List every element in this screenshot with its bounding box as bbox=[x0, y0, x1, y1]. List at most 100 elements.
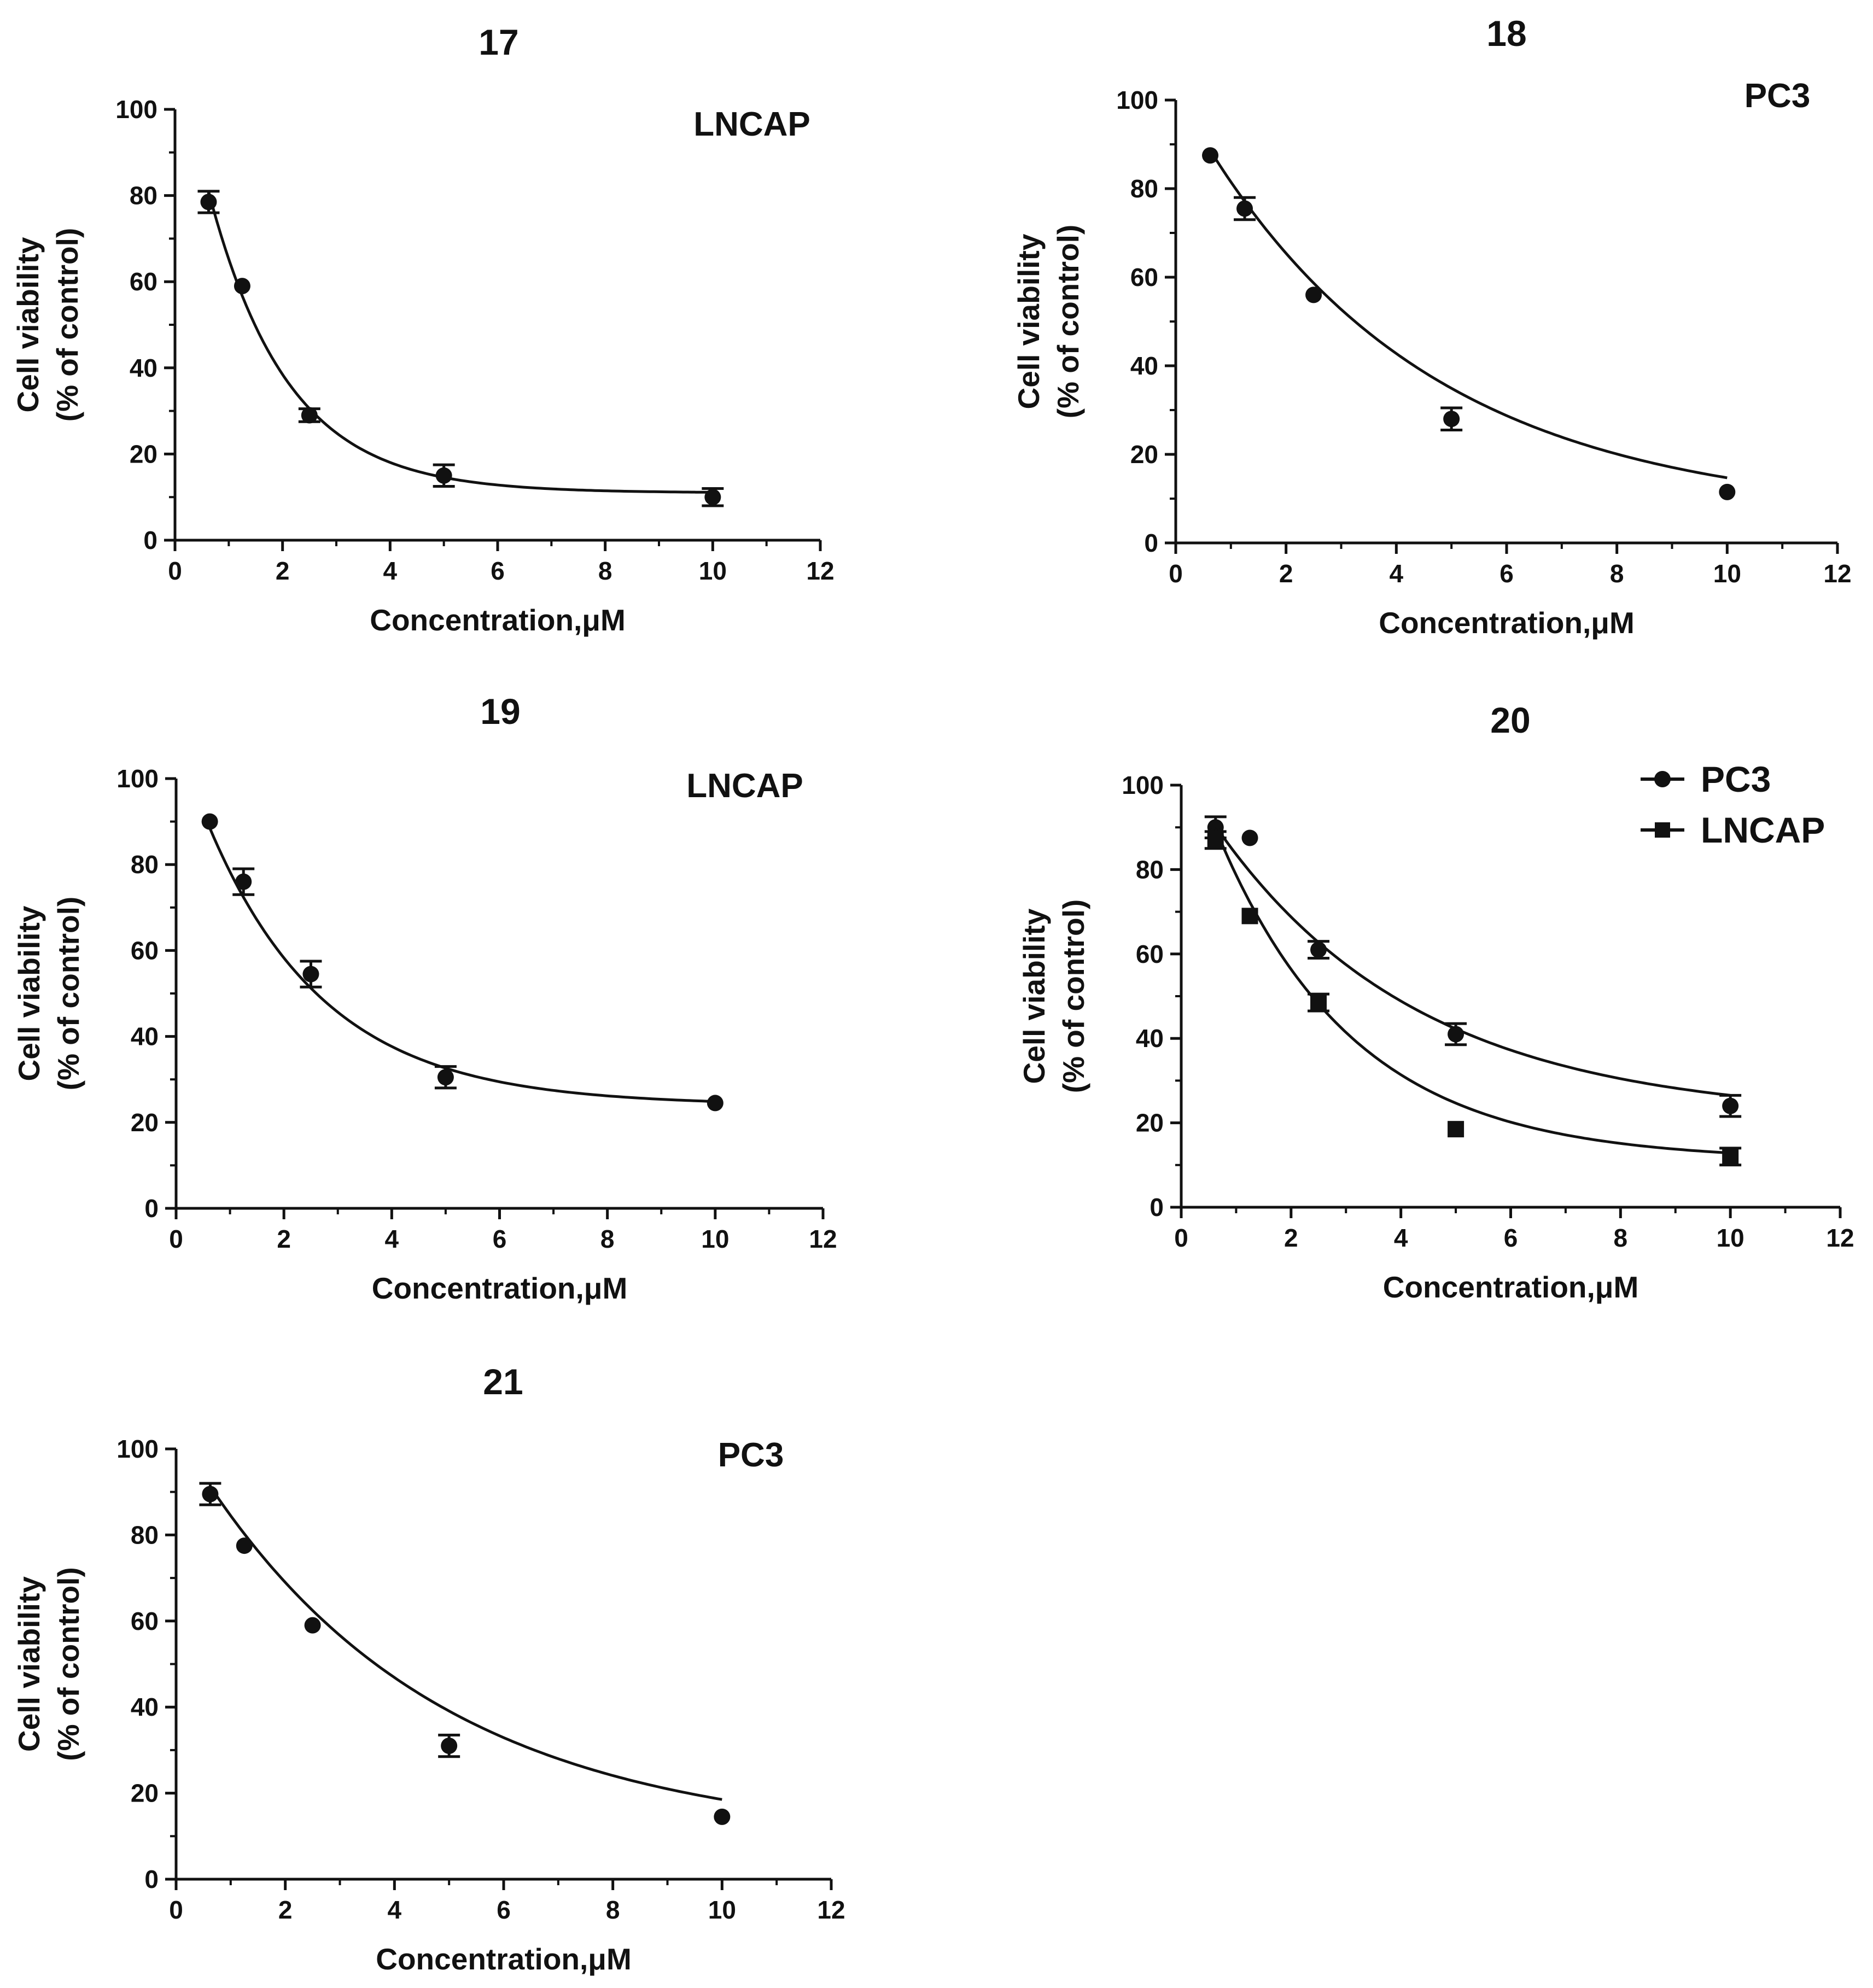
fit-curve bbox=[1209, 149, 1728, 480]
x-tick-label: 0 bbox=[168, 557, 182, 585]
data-point-square bbox=[1448, 1121, 1464, 1138]
fit-curve bbox=[208, 827, 715, 1103]
x-tick-label: 2 bbox=[1284, 1224, 1298, 1252]
x-tick-label: 8 bbox=[598, 557, 612, 585]
data-point-circle bbox=[200, 194, 217, 211]
data-point-circle bbox=[1448, 1026, 1464, 1043]
y-tick-label: 60 bbox=[1136, 940, 1164, 968]
x-tick-label: 0 bbox=[1169, 559, 1183, 588]
y-tick-label: 80 bbox=[131, 1521, 159, 1549]
data-point-circle bbox=[235, 873, 252, 890]
data-point-circle bbox=[435, 467, 452, 484]
y-tick-label: 40 bbox=[131, 1693, 159, 1721]
series-pc3 bbox=[1202, 147, 1736, 500]
y-tick-label: 100 bbox=[116, 1435, 159, 1463]
x-tick-label: 2 bbox=[277, 1225, 291, 1253]
chart-panel-17: 17 LNCAP 0 2 4 6 8 10 12 0 20 40 60 80 100 Concentratio… bbox=[11, 22, 835, 637]
data-point-circle bbox=[1236, 200, 1253, 217]
y-tick-label: 60 bbox=[130, 267, 157, 296]
chart-panel-18: 18 PC3 0 2 4 6 8 10 12 0 20 40 60 80 100 Concentration,… bbox=[1012, 13, 1852, 640]
legend-label: PC3 bbox=[1701, 759, 1771, 799]
panel-title: 21 bbox=[483, 1361, 523, 1402]
y-tick-label: 100 bbox=[116, 764, 159, 793]
data-point-circle bbox=[236, 1537, 253, 1554]
data-point-square bbox=[1241, 908, 1258, 925]
legend-circle-marker bbox=[1654, 771, 1671, 787]
data-point-circle bbox=[707, 1095, 723, 1112]
fit-curve bbox=[1214, 828, 1731, 1155]
x-tick-label: 6 bbox=[493, 1225, 507, 1253]
data-point-circle bbox=[714, 1808, 731, 1825]
y-tick-label: 40 bbox=[1130, 352, 1158, 380]
y-axis-title-line1: Cell viability bbox=[11, 237, 45, 412]
y-tick-label: 40 bbox=[130, 354, 157, 382]
y-tick-label: 80 bbox=[131, 850, 159, 879]
data-point-circle bbox=[1305, 286, 1322, 303]
fit-curve bbox=[207, 191, 713, 494]
series-lncap bbox=[1204, 828, 1742, 1167]
x-tick-label: 8 bbox=[600, 1225, 615, 1253]
data-point-circle bbox=[704, 489, 721, 506]
x-tick-label: 4 bbox=[388, 1896, 402, 1924]
data-point-circle bbox=[1443, 411, 1460, 428]
y-tick-label: 80 bbox=[130, 182, 157, 210]
y-axis-title-line2: (% of control) bbox=[1051, 225, 1085, 418]
data-point-circle bbox=[304, 1617, 321, 1634]
y-tick-label: 0 bbox=[143, 526, 157, 554]
y-tick-label: 0 bbox=[1150, 1193, 1164, 1221]
x-tick-label: 2 bbox=[1279, 559, 1293, 588]
x-tick-label: 10 bbox=[708, 1896, 736, 1924]
legend-square-marker bbox=[1655, 822, 1670, 838]
x-axis-title: Concentration,μM bbox=[1383, 1270, 1639, 1304]
y-axis-title-line2: (% of control) bbox=[1057, 899, 1090, 1093]
y-tick-label: 20 bbox=[1130, 440, 1158, 469]
data-point-square bbox=[1310, 994, 1327, 1011]
x-tick-label: 2 bbox=[278, 1896, 293, 1924]
panel-title: 17 bbox=[479, 22, 518, 62]
x-tick-label: 2 bbox=[276, 557, 290, 585]
cell-line-label: PC3 bbox=[1744, 77, 1811, 115]
x-tick-label: 0 bbox=[169, 1896, 183, 1924]
data-point-circle bbox=[1722, 1097, 1739, 1114]
data-point-circle bbox=[302, 966, 319, 983]
panel-title: 18 bbox=[1486, 13, 1526, 54]
x-tick-label: 8 bbox=[606, 1896, 620, 1924]
x-tick-label: 12 bbox=[817, 1896, 845, 1924]
y-tick-label: 60 bbox=[1130, 263, 1158, 291]
y-tick-label: 100 bbox=[1116, 86, 1158, 114]
x-tick-label: 4 bbox=[383, 557, 398, 585]
x-tick-label: 6 bbox=[491, 557, 505, 585]
data-point-square bbox=[1207, 832, 1224, 849]
data-point-square bbox=[1722, 1148, 1739, 1165]
x-tick-label: 8 bbox=[1610, 559, 1624, 588]
x-tick-label: 12 bbox=[809, 1225, 837, 1253]
data-point-circle bbox=[202, 1486, 219, 1502]
x-tick-label: 8 bbox=[1614, 1224, 1628, 1252]
x-tick-label: 12 bbox=[1826, 1224, 1854, 1252]
series-pc3 bbox=[199, 1482, 731, 1825]
y-tick-label: 80 bbox=[1130, 174, 1158, 203]
panel-title: 19 bbox=[480, 691, 520, 732]
y-tick-label: 0 bbox=[1144, 529, 1158, 557]
chart-panel-20: 20 0 2 4 6 8 10 12 0 20 40 60 80 100 Concentration,μM C… bbox=[1017, 700, 1854, 1304]
legend: PC3 LNCAP bbox=[1641, 759, 1825, 850]
data-point-circle bbox=[1202, 147, 1219, 164]
x-axis-title: Concentration,μM bbox=[372, 1271, 628, 1305]
y-tick-label: 0 bbox=[144, 1194, 159, 1223]
data-point-circle bbox=[1310, 942, 1327, 958]
panel-title: 20 bbox=[1490, 700, 1530, 740]
data-point-circle bbox=[1241, 829, 1258, 846]
x-axis-title: Concentration,μM bbox=[1379, 606, 1635, 640]
x-tick-label: 6 bbox=[1499, 559, 1514, 588]
y-tick-label: 100 bbox=[1122, 771, 1164, 799]
chart-panel-19: 19 LNCAP 0 2 4 6 8 10 12 0 20 40 60 80 100 Concentratio… bbox=[12, 691, 837, 1305]
x-tick-label: 6 bbox=[497, 1896, 511, 1924]
x-tick-label: 12 bbox=[806, 557, 834, 585]
x-tick-label: 10 bbox=[1717, 1224, 1744, 1252]
cell-line-label: PC3 bbox=[718, 1436, 784, 1474]
data-point-circle bbox=[1719, 483, 1736, 500]
y-tick-label: 20 bbox=[130, 440, 157, 468]
data-point-circle bbox=[301, 407, 318, 424]
